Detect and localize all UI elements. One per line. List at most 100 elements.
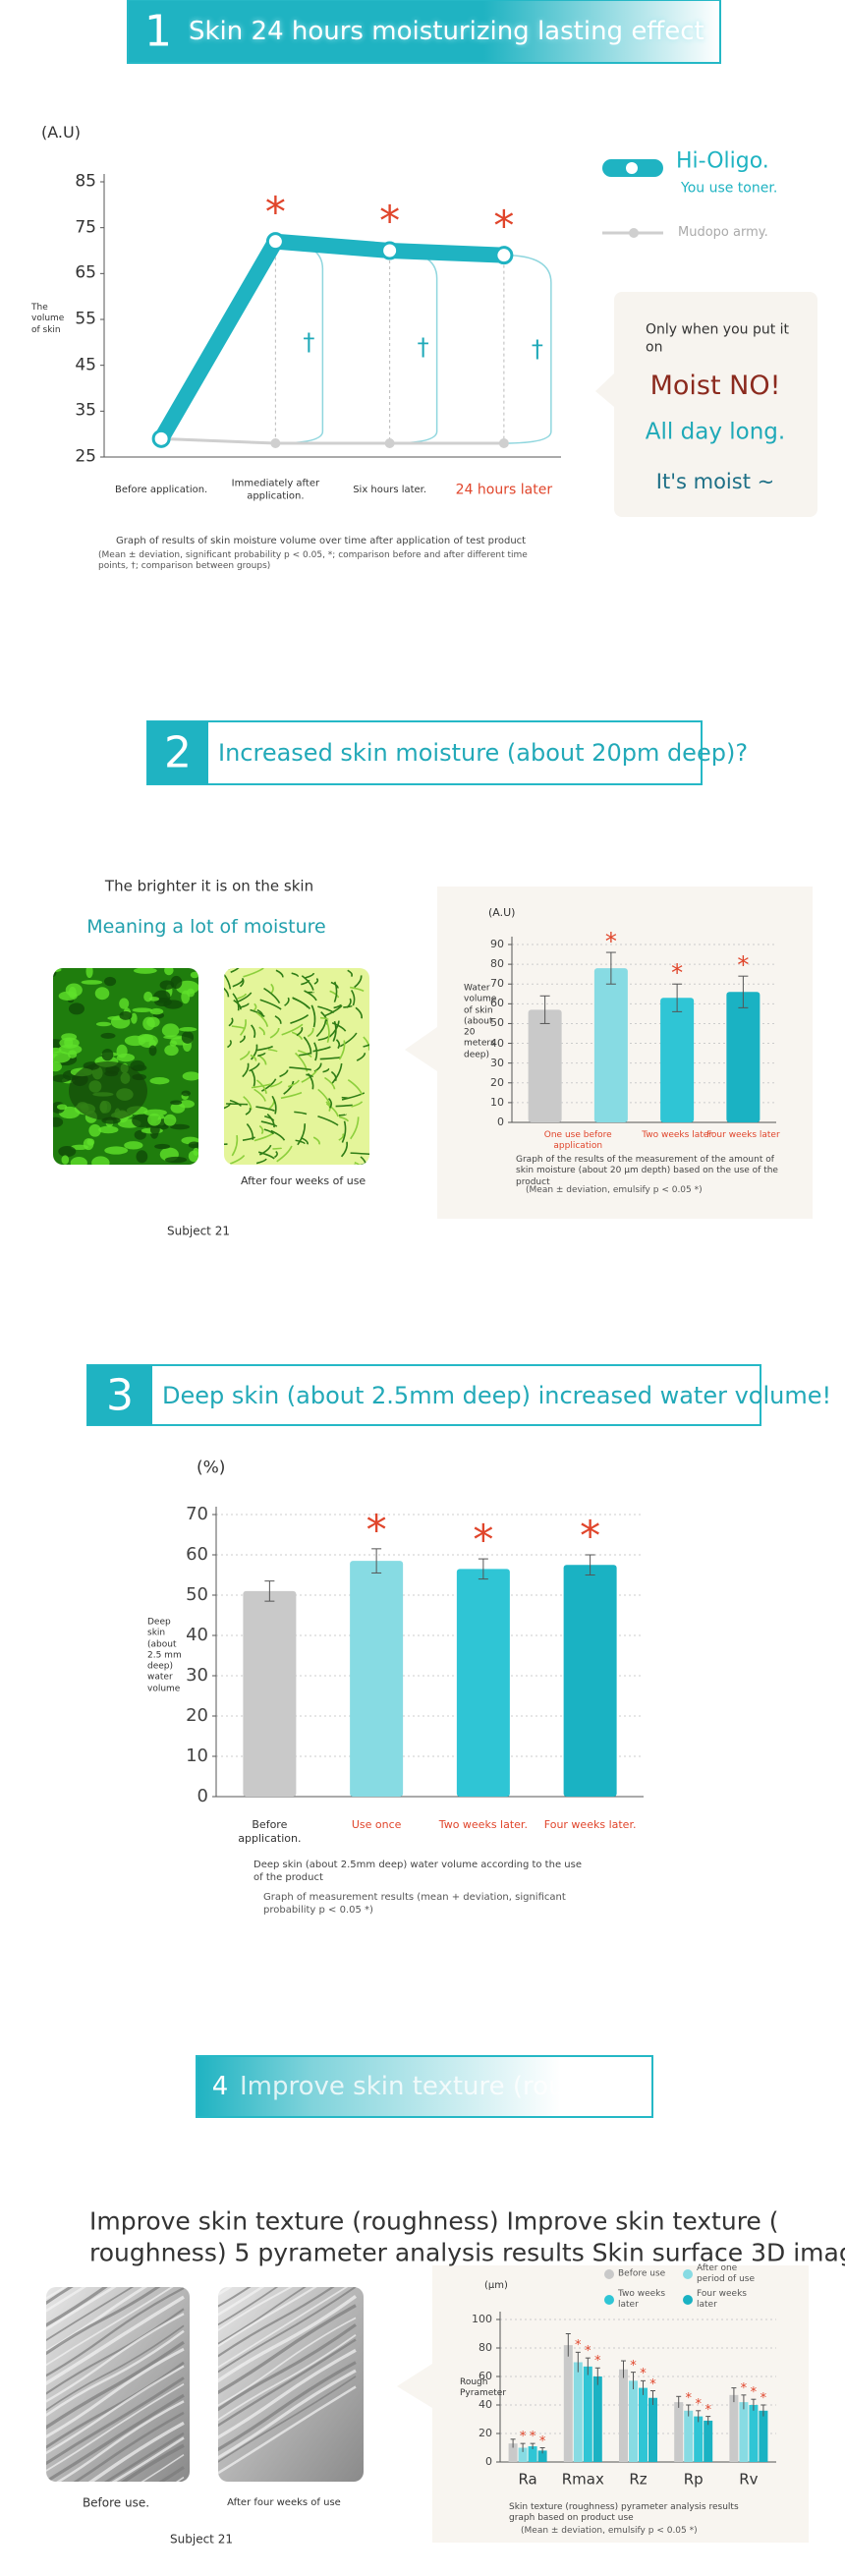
photo-texture — [46, 2287, 185, 2388]
callout-line: All day long. — [645, 419, 786, 445]
photo-texture — [283, 1080, 295, 1095]
photo-texture — [148, 1045, 157, 1057]
photo-texture — [119, 1010, 133, 1020]
point — [494, 246, 514, 265]
photo-texture — [46, 2476, 185, 2482]
photo-texture — [170, 1100, 183, 1106]
significance-mark: * — [366, 1505, 387, 1554]
photo-texture — [274, 1015, 282, 1024]
photo-texture — [306, 1073, 313, 1078]
photo-texture — [218, 2287, 357, 2318]
legend-label: Hi-Oligo. — [676, 148, 769, 174]
photo-texture — [116, 1053, 135, 1062]
legend-swatch — [683, 2269, 693, 2279]
y-axis-label: The volume of skin — [31, 303, 65, 335]
y-tick-label: 90 — [490, 938, 504, 951]
photo-texture — [255, 1079, 267, 1094]
photo-texture — [312, 1046, 331, 1053]
y-unit: (μm) — [484, 2279, 508, 2291]
bar — [350, 1561, 404, 1797]
x-tick-label: Immediately after application. — [231, 478, 320, 502]
photo-texture — [273, 1150, 278, 1159]
y-unit: (%) — [197, 1458, 226, 1478]
photo-texture — [53, 968, 57, 977]
y-tick-label: 75 — [75, 217, 96, 238]
photo-texture — [46, 2400, 185, 2482]
legend-swatch — [604, 2295, 614, 2305]
x-tick-label: Two weeks later. — [438, 1818, 528, 1831]
point — [265, 232, 285, 252]
photo-texture — [340, 1141, 349, 1158]
photo-texture — [232, 979, 245, 988]
photo-caption: After four weeks of use — [241, 1174, 366, 1187]
series-line — [153, 233, 512, 447]
photo-texture — [350, 1152, 369, 1156]
photo-texture — [354, 1161, 365, 1165]
photo-texture — [266, 1114, 275, 1128]
photo-texture — [296, 1027, 304, 1037]
x-tick-label: One use before application — [543, 1130, 612, 1152]
photo-texture — [224, 1143, 228, 1146]
bar — [537, 2450, 547, 2462]
photo-texture — [338, 1116, 350, 1122]
photo-texture — [58, 1145, 77, 1158]
x-tick-label: Six hours later. — [353, 484, 427, 495]
photo-texture — [260, 1078, 277, 1092]
photo-texture — [46, 2287, 185, 2343]
photo-texture — [339, 1032, 358, 1048]
photo-texture — [148, 997, 160, 1002]
bar — [508, 2443, 518, 2462]
photo-texture — [224, 968, 232, 990]
photo-texture — [354, 975, 363, 989]
photo-texture — [218, 2334, 357, 2434]
bar — [573, 2362, 583, 2462]
header-box — [127, 0, 721, 64]
y-tick-label: 65 — [75, 262, 96, 283]
header-box — [146, 720, 703, 785]
photo-texture — [46, 2365, 185, 2466]
photo-texture — [143, 1109, 167, 1116]
photo-texture — [343, 1004, 353, 1008]
y-tick-label: 10 — [490, 1096, 504, 1109]
photo-texture — [347, 1079, 364, 1096]
bar — [729, 2394, 739, 2462]
photo-texture — [229, 1155, 246, 1165]
photo-texture — [239, 1051, 251, 1060]
series-line — [159, 436, 506, 445]
photo-texture — [133, 968, 157, 974]
photo-texture — [301, 975, 314, 991]
photo-texture — [272, 1147, 283, 1150]
photo-texture — [132, 1007, 152, 1013]
photo-texture — [218, 2287, 357, 2386]
photo-texture — [218, 2376, 357, 2476]
photo-texture — [280, 1091, 303, 1100]
header-number: 1 — [144, 6, 172, 57]
photo-texture — [240, 1002, 250, 1008]
photo-texture — [356, 1053, 366, 1061]
photo-texture — [258, 1144, 272, 1156]
bar — [739, 2402, 749, 2462]
x-tick-label: Four weeks later. — [543, 1818, 637, 1831]
significance-mark: * — [493, 200, 515, 250]
bar — [694, 2416, 704, 2462]
callout-pointer — [595, 373, 614, 407]
photo-texture — [147, 1113, 162, 1126]
photo-texture — [258, 1124, 264, 1135]
photo-texture — [325, 1020, 330, 1043]
photo-texture — [149, 1007, 164, 1015]
photo-texture — [163, 1114, 177, 1126]
photo-texture — [103, 976, 117, 987]
photo-texture — [290, 1014, 310, 1024]
header-number: 2 — [164, 727, 192, 778]
x-tick-label: Four weeks later — [706, 1130, 780, 1140]
photo-texture — [304, 990, 317, 1002]
photo-texture — [138, 1034, 154, 1043]
photo-texture — [307, 1027, 314, 1038]
photo-texture — [233, 1000, 242, 1010]
photo-caption: Before use. — [82, 2495, 150, 2510]
bar — [629, 2380, 638, 2462]
significance-mark: * — [640, 2367, 647, 2382]
photo-texture — [182, 1071, 198, 1081]
caption: Graph of the results of the measurement … — [516, 1155, 778, 1187]
